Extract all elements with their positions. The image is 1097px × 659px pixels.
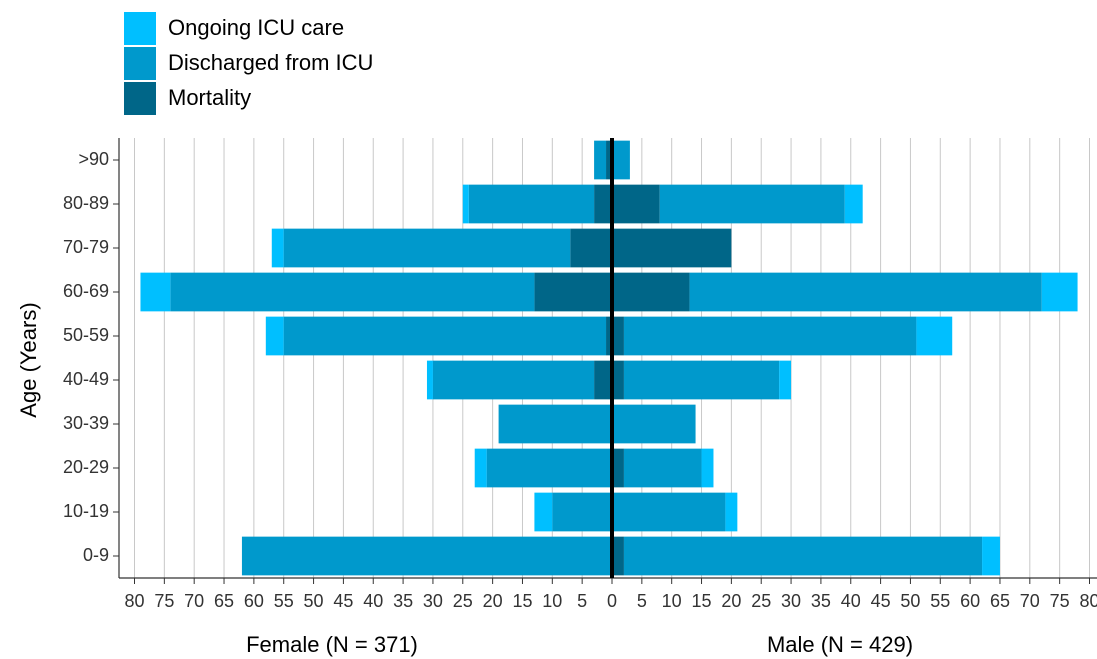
bar-segment [606,140,612,180]
x-tick-label: 80 [1079,591,1097,611]
x-tick-label: 5 [577,591,587,611]
x-tick-label: 65 [214,591,234,611]
bar-segment [612,448,624,488]
bar-segment [498,404,612,444]
x-tick-label: 60 [244,591,264,611]
bar-segment [612,492,726,532]
x-tick-label: 70 [184,591,204,611]
bar-segment [474,448,487,488]
bar-segment [725,492,738,532]
x-tick-label: 70 [1020,591,1040,611]
bar-segment [170,272,535,312]
x-tick-label: 50 [900,591,920,611]
bar-segment [701,448,714,488]
bar-segment [623,536,983,576]
bar-segment [612,140,630,180]
legend-swatch [124,12,156,45]
x-tick-label: 50 [304,591,324,611]
bar-segment [265,316,284,356]
x-tick-label: 75 [1050,591,1070,611]
bar-segment [1041,272,1078,312]
bar-segment [612,228,732,268]
bar-segment [552,492,612,532]
bar-segment [594,140,607,180]
bar-segment [612,360,624,400]
bar-segment [689,272,1042,312]
x-tick-label: 45 [333,591,353,611]
y-tick-label: >90 [78,149,109,169]
bar-segment [612,404,696,444]
bar-segment [534,492,553,532]
x-tick-label: 80 [124,591,144,611]
x-tick-label: 55 [930,591,950,611]
x-tick-label: 40 [841,591,861,611]
x-tick-label: 10 [542,591,562,611]
x-tick-label: 20 [721,591,741,611]
x-tick-label: 65 [990,591,1010,611]
x-tick-label: 15 [692,591,712,611]
y-tick-label: 30-39 [63,413,109,433]
legend-swatch [124,82,156,115]
x-tick-label: 40 [363,591,383,611]
bar-segment [534,272,612,312]
legend-label: Ongoing ICU care [168,15,344,40]
x-tick-label: 25 [453,591,473,611]
x-tick-label: 75 [154,591,174,611]
y-tick-label: 0-9 [83,545,109,565]
left-axis-title: Female (N = 371) [246,632,418,657]
y-tick-label: 80-89 [63,193,109,213]
y-tick-label: 40-49 [63,369,109,389]
bar-segment [612,184,660,224]
bar-segment [623,448,702,488]
bar-segment [612,536,624,576]
legend-label: Discharged from ICU [168,50,373,75]
bar-segment [844,184,863,224]
bar-segment [283,316,607,356]
bar-segment [140,272,171,312]
x-tick-label: 10 [662,591,682,611]
bar-segment [982,536,1000,576]
bar-segment [426,360,433,400]
bar-segment [612,272,690,312]
x-tick-label: 55 [274,591,294,611]
x-tick-label: 60 [960,591,980,611]
bar-segment [570,228,612,268]
bar-segment [623,360,780,400]
bar-segment [594,360,612,400]
x-tick-label: 30 [781,591,801,611]
legend-label: Mortality [168,85,251,110]
x-tick-label: 20 [483,591,503,611]
bar-segment [916,316,953,356]
bar-segment [271,228,284,268]
y-tick-label: 60-69 [63,281,109,301]
bar-segment [623,316,917,356]
x-tick-label: 15 [512,591,532,611]
bar-segment [606,316,612,356]
bar-segment [462,184,469,224]
x-tick-label: 45 [871,591,891,611]
x-tick-label: 25 [751,591,771,611]
x-tick-label: 35 [393,591,413,611]
bar-segment [779,360,792,400]
legend-swatch [124,47,156,80]
y-tick-label: 10-19 [63,501,109,521]
y-tick-label: 20-29 [63,457,109,477]
x-tick-label: 5 [637,591,647,611]
y-tick-label: 50-59 [63,325,109,345]
right-axis-title: Male (N = 429) [767,632,913,657]
x-tick-label: 35 [811,591,831,611]
x-tick-label: 30 [423,591,443,611]
bar-segment [241,536,612,576]
bar-segment [468,184,595,224]
bar-segment [486,448,612,488]
bar-segment [283,228,571,268]
bar-segment [659,184,845,224]
y-axis-title: Age (Years) [16,302,41,417]
y-tick-label: 70-79 [63,237,109,257]
bar-segment [432,360,595,400]
bar-segment [612,316,624,356]
x-tick-label: 0 [607,591,617,611]
bar-segment [594,184,612,224]
